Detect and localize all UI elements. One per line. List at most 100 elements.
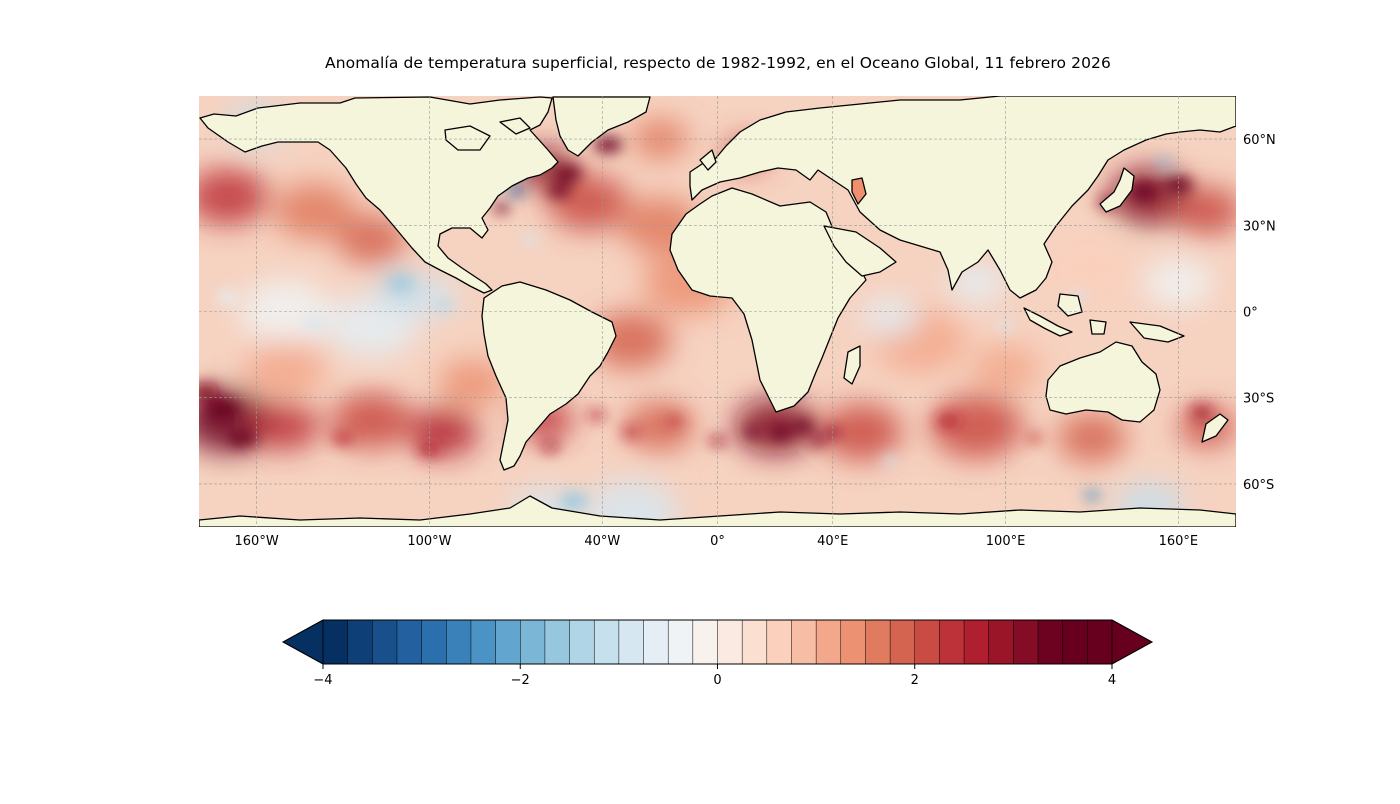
colorbar-level (717, 619, 743, 665)
anomaly-region-27 (861, 297, 920, 338)
colorbar (281, 619, 1154, 665)
anomaly-spot-14 (809, 435, 827, 446)
colorbar-level (470, 619, 497, 665)
colorbar-level (1013, 619, 1039, 665)
anomaly-spot-29 (507, 185, 525, 196)
anomaly-region-11 (199, 168, 269, 225)
colorbar-level (791, 619, 817, 665)
anomaly-region-32 (438, 359, 508, 408)
colorbar-level (643, 619, 669, 665)
anomaly-spot-16 (708, 435, 727, 446)
colorbar-level (446, 619, 472, 665)
colorbar-level (618, 619, 645, 665)
anomaly-spot-5 (769, 425, 793, 440)
y-tick-label: 30°N (1243, 219, 1276, 234)
greenland-land (552, 96, 651, 157)
colorbar-level (889, 619, 916, 665)
colorbar-level (914, 619, 940, 665)
anomaly-spot-22 (389, 275, 413, 290)
anomaly-spot-9 (1129, 182, 1159, 200)
anomaly-spot-31 (216, 290, 240, 304)
x-tick-label: 160°E (1159, 534, 1199, 549)
colorbar-level (988, 619, 1014, 665)
anomaly-spot-26 (1083, 490, 1101, 501)
anomaly-region-28 (585, 480, 678, 527)
y-tick-label: 60°S (1243, 478, 1274, 493)
colorbar-level (593, 619, 620, 665)
colorbar-level (569, 619, 595, 665)
map-area (199, 96, 1236, 527)
anomaly-spot-2 (553, 165, 583, 183)
y-tick-label: 60°N (1243, 133, 1276, 148)
x-tick-label: 0° (710, 534, 725, 549)
colorbar-level (766, 619, 793, 665)
anomaly-spot-3 (547, 183, 571, 198)
anomaly-region-13 (337, 215, 407, 264)
colorbar-level (520, 619, 546, 665)
figure-title: Anomalía de temperatura superficial, res… (325, 54, 1111, 72)
anomaly-spot-36 (587, 409, 606, 421)
anomaly-spot-38 (199, 383, 220, 401)
x-tick-label: 100°E (986, 534, 1026, 549)
colorbar-level (815, 619, 842, 665)
south-america-land (481, 281, 617, 471)
anomaly-spot-20 (1025, 432, 1043, 444)
anomaly-spot-35 (541, 441, 560, 452)
australia-land (1045, 341, 1161, 423)
anomaly-spot-4 (593, 136, 623, 154)
colorbar-tick-label: −4 (313, 673, 332, 688)
colorbar-level (939, 619, 965, 665)
anomaly-spot-30 (521, 234, 539, 245)
antarctica-land (199, 495, 1236, 527)
anomaly-spot-6 (792, 419, 816, 434)
anomaly-region-1 (250, 402, 320, 451)
colorbar-level (421, 619, 447, 665)
land-masses (199, 96, 1236, 527)
colorbar-level (1087, 619, 1113, 665)
x-tick-label: 100°W (407, 534, 451, 549)
anomaly-spot-37 (1189, 405, 1213, 419)
colorbar-level (667, 619, 694, 665)
anomaly-spot-27 (559, 492, 588, 510)
anomaly-region-18 (1172, 186, 1236, 235)
anomaly-region-22 (971, 344, 1041, 394)
anomaly-spot-7 (743, 427, 761, 438)
x-tick-label: 40°W (584, 534, 620, 549)
anomaly-spot-17 (417, 442, 441, 457)
anomaly-spot-12 (492, 202, 511, 214)
colorbar-extend-min (282, 619, 324, 665)
arctic-islands-land (444, 117, 531, 151)
anomaly-spot-10 (1164, 176, 1193, 194)
colorbar-level (865, 619, 891, 665)
anomaly-spot-23 (435, 300, 453, 311)
anomaly-spot-18 (331, 431, 355, 445)
anomaly-region-31 (245, 340, 326, 398)
colorbar-ticks: −4 −2 0 2 4 (313, 664, 1116, 688)
x-tick-label: 160°W (235, 534, 279, 549)
anomaly-spot-28 (1155, 156, 1173, 168)
caspian-sea (851, 177, 867, 205)
anomaly-region-23 (325, 293, 418, 359)
anomaly-spot-25 (881, 455, 899, 467)
arabia-land (823, 225, 897, 277)
anomaly-region-9 (1057, 413, 1127, 462)
colorbar-level (495, 619, 521, 665)
colorbar-tick-label: 0 (713, 673, 721, 688)
anomaly-spot-19 (936, 413, 960, 428)
colorbar-level (544, 619, 571, 665)
anomaly-spot-1 (227, 429, 257, 447)
uk-land (699, 149, 717, 171)
colorbar-level (1062, 619, 1088, 665)
africa-europe-asia-land (669, 96, 1236, 413)
colorbar-level (741, 619, 768, 665)
anomaly-region-8 (930, 394, 1023, 459)
colorbar-level (347, 619, 373, 665)
colorbar-level (396, 619, 423, 665)
colorbar-level (372, 619, 398, 665)
anomaly-spot-15 (622, 427, 640, 438)
new-zealand-land (1201, 413, 1229, 443)
anomaly-spot-0 (204, 398, 240, 420)
y-tick-label: 0° (1243, 306, 1258, 321)
